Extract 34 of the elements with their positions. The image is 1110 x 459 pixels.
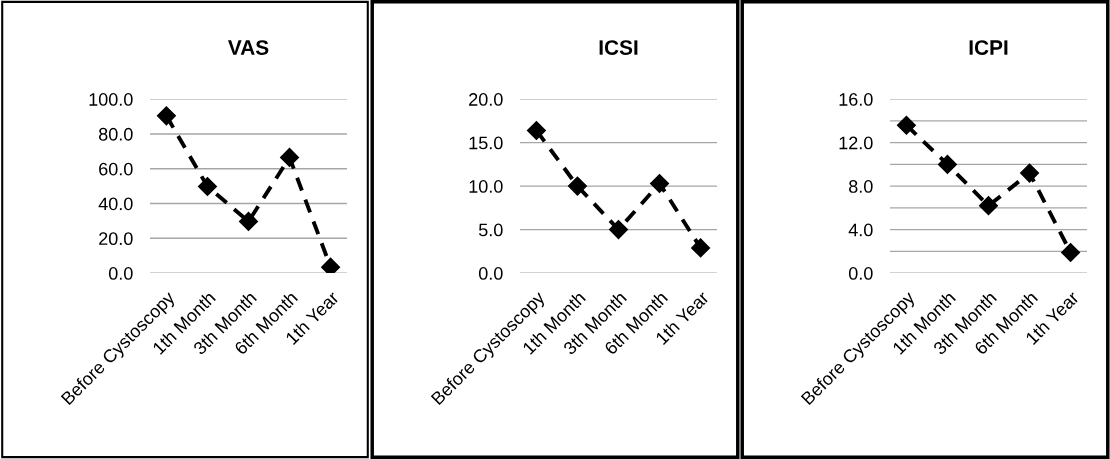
point — [567, 176, 587, 196]
y-tick-label: 5.0 — [478, 223, 503, 237]
y-tick-label: 10.0 — [469, 180, 503, 193]
point — [978, 196, 999, 216]
y-tick-label: 0.0 — [848, 267, 873, 280]
point — [156, 106, 176, 126]
chart-title: ICPI — [969, 40, 1008, 55]
y-tick-label: 0.0 — [478, 267, 503, 280]
point — [896, 115, 916, 135]
y-tick-label: 16.0 — [839, 93, 873, 106]
y-tick-label: 4.0 — [848, 223, 873, 237]
y-tick-label: 0.0 — [108, 267, 133, 280]
y-tick-label: 100.0 — [89, 93, 133, 106]
y-tick-label: 15.0 — [469, 136, 503, 150]
point — [1061, 242, 1081, 262]
chart-title: VAS — [227, 40, 269, 55]
y-tick-label: 20.0 — [469, 93, 503, 106]
point — [691, 238, 711, 258]
y-tick-label: 12.0 — [839, 136, 873, 150]
point — [197, 176, 217, 197]
point — [280, 147, 300, 167]
point — [1020, 163, 1040, 183]
point — [321, 257, 341, 274]
y-tick-label: 60.0 — [99, 162, 133, 176]
chart-title: ICSI — [599, 40, 638, 55]
point — [608, 220, 629, 240]
point — [526, 120, 546, 140]
y-tick-label: 20.0 — [99, 232, 133, 246]
point — [937, 154, 957, 174]
y-tick-label: 40.0 — [98, 197, 133, 211]
y-tick-label: 80.0 — [98, 127, 133, 141]
y-tick-label: 8.0 — [849, 180, 873, 193]
point — [650, 173, 670, 194]
point — [238, 211, 259, 231]
